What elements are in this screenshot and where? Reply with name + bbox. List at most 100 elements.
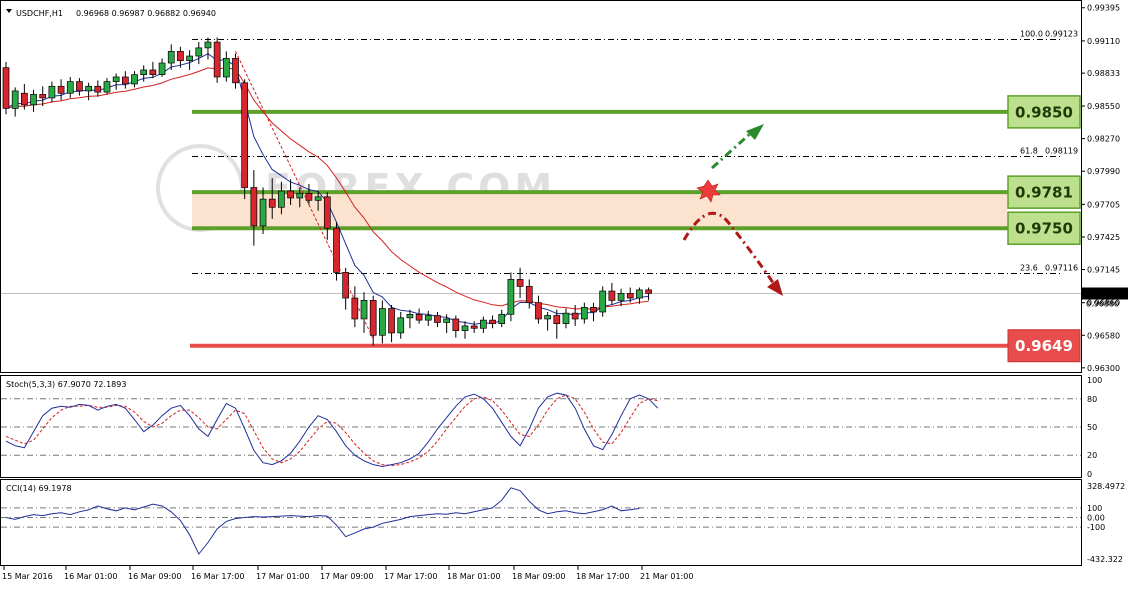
candle (507, 272, 515, 322)
fib-level-price-0: 0.99123 (1045, 30, 1078, 39)
candle (305, 184, 313, 205)
candle-body (525, 286, 533, 304)
candle (250, 170, 258, 246)
candle (94, 80, 102, 97)
candle (571, 305, 579, 326)
time-tick-label: 17 Mar 01:00 (256, 572, 309, 581)
candle (222, 51, 230, 82)
candle-body (177, 51, 184, 62)
candle (333, 222, 340, 281)
price-tick-label: 0.98833 (1087, 69, 1120, 78)
candle (544, 311, 551, 331)
candle (379, 300, 386, 344)
candle (204, 37, 212, 60)
candle (452, 315, 460, 338)
candle (241, 79, 249, 200)
candle-body (461, 325, 469, 331)
candle-body (608, 290, 616, 301)
stoch-tick-label: 80 (1087, 395, 1097, 404)
candle (406, 309, 414, 329)
candle-body (278, 190, 285, 208)
resistance-badge-label-2: 0.9750 (1015, 220, 1073, 238)
price-tick-label: 0.97425 (1087, 233, 1120, 242)
cci-tick-label: 100 (1087, 504, 1102, 513)
candle-body (599, 290, 607, 313)
candle-body (296, 192, 304, 199)
candle (498, 309, 506, 328)
candle-body (535, 302, 542, 320)
candle-body (489, 319, 496, 324)
stoch-tick-label: 0 (1087, 470, 1092, 479)
candle (342, 267, 350, 310)
candle (103, 78, 111, 95)
candle (397, 311, 405, 339)
fib-level-price-1: 0.98119 (1045, 147, 1078, 156)
candle-body (195, 47, 203, 57)
support-badge-label-0: 0.9649 (1015, 337, 1073, 355)
candle (131, 71, 138, 88)
candle-body (30, 94, 37, 106)
candle-body (406, 313, 414, 319)
candle (112, 73, 120, 90)
fib-level-price-2: 0.97116 (1045, 264, 1078, 273)
candle-body (250, 187, 258, 227)
candle (525, 279, 533, 309)
price-tick-label: 0.99110 (1087, 37, 1120, 46)
resistance-badge-label-1: 0.9781 (1015, 184, 1073, 202)
candle-body (516, 279, 524, 287)
time-tick-label: 16 Mar 09:00 (128, 572, 181, 581)
candle (66, 76, 74, 98)
candle (21, 83, 28, 110)
candle-body (39, 94, 47, 99)
candle (626, 287, 634, 303)
candle-body (379, 308, 386, 336)
resistance-badge-label-0: 0.9850 (1015, 103, 1073, 121)
chart-header: USDCHF,H1 0.96968 0.96987 0.96882 0.9694… (6, 9, 216, 18)
candle-body (617, 293, 625, 301)
candle (590, 302, 597, 322)
candle-body (434, 315, 441, 323)
candle (516, 267, 524, 299)
price-tick-label: 0.96580 (1087, 331, 1120, 340)
candle (167, 44, 175, 70)
candle-body (507, 279, 515, 315)
candle (140, 65, 148, 82)
candle (259, 187, 267, 235)
candle (11, 87, 19, 117)
candle (617, 288, 625, 307)
current-price-box-label: 0.96940 (1086, 290, 1119, 299)
candle-body (424, 315, 432, 321)
candle-body (241, 82, 249, 188)
candle (48, 81, 56, 103)
candle-body (323, 196, 331, 229)
candle-body (48, 85, 56, 99)
candle (177, 46, 184, 68)
candle (369, 295, 377, 346)
cci-tick-label: -432.322 (1087, 555, 1123, 564)
bearish-arrow-head-icon (767, 279, 783, 296)
candle (480, 316, 487, 333)
candle-body (66, 81, 74, 94)
price-tick-label: 0.96300 (1087, 364, 1120, 373)
fib-trend-line (235, 51, 374, 339)
candle (158, 58, 166, 77)
cci-line (5, 487, 640, 555)
candle-body (562, 312, 570, 324)
candle (608, 282, 616, 306)
candle (232, 53, 239, 89)
candle (599, 286, 607, 317)
candle-body (11, 90, 19, 109)
price-tick-label: 0.98270 (1087, 135, 1120, 144)
symbol-label: USDCHF,H1 (16, 9, 63, 18)
candle-body (498, 313, 506, 324)
candle-body (140, 69, 148, 75)
candle-body (222, 58, 230, 78)
candle (562, 308, 570, 329)
dropdown-triangle-icon[interactable] (6, 9, 12, 13)
price-tick-label: 0.98550 (1087, 102, 1120, 111)
ohlc-label: 0.96968 0.96987 0.96882 0.96940 (76, 9, 216, 18)
candle (323, 192, 331, 240)
time-tick-label: 16 Mar 01:00 (64, 572, 117, 581)
candle-body (158, 62, 166, 75)
